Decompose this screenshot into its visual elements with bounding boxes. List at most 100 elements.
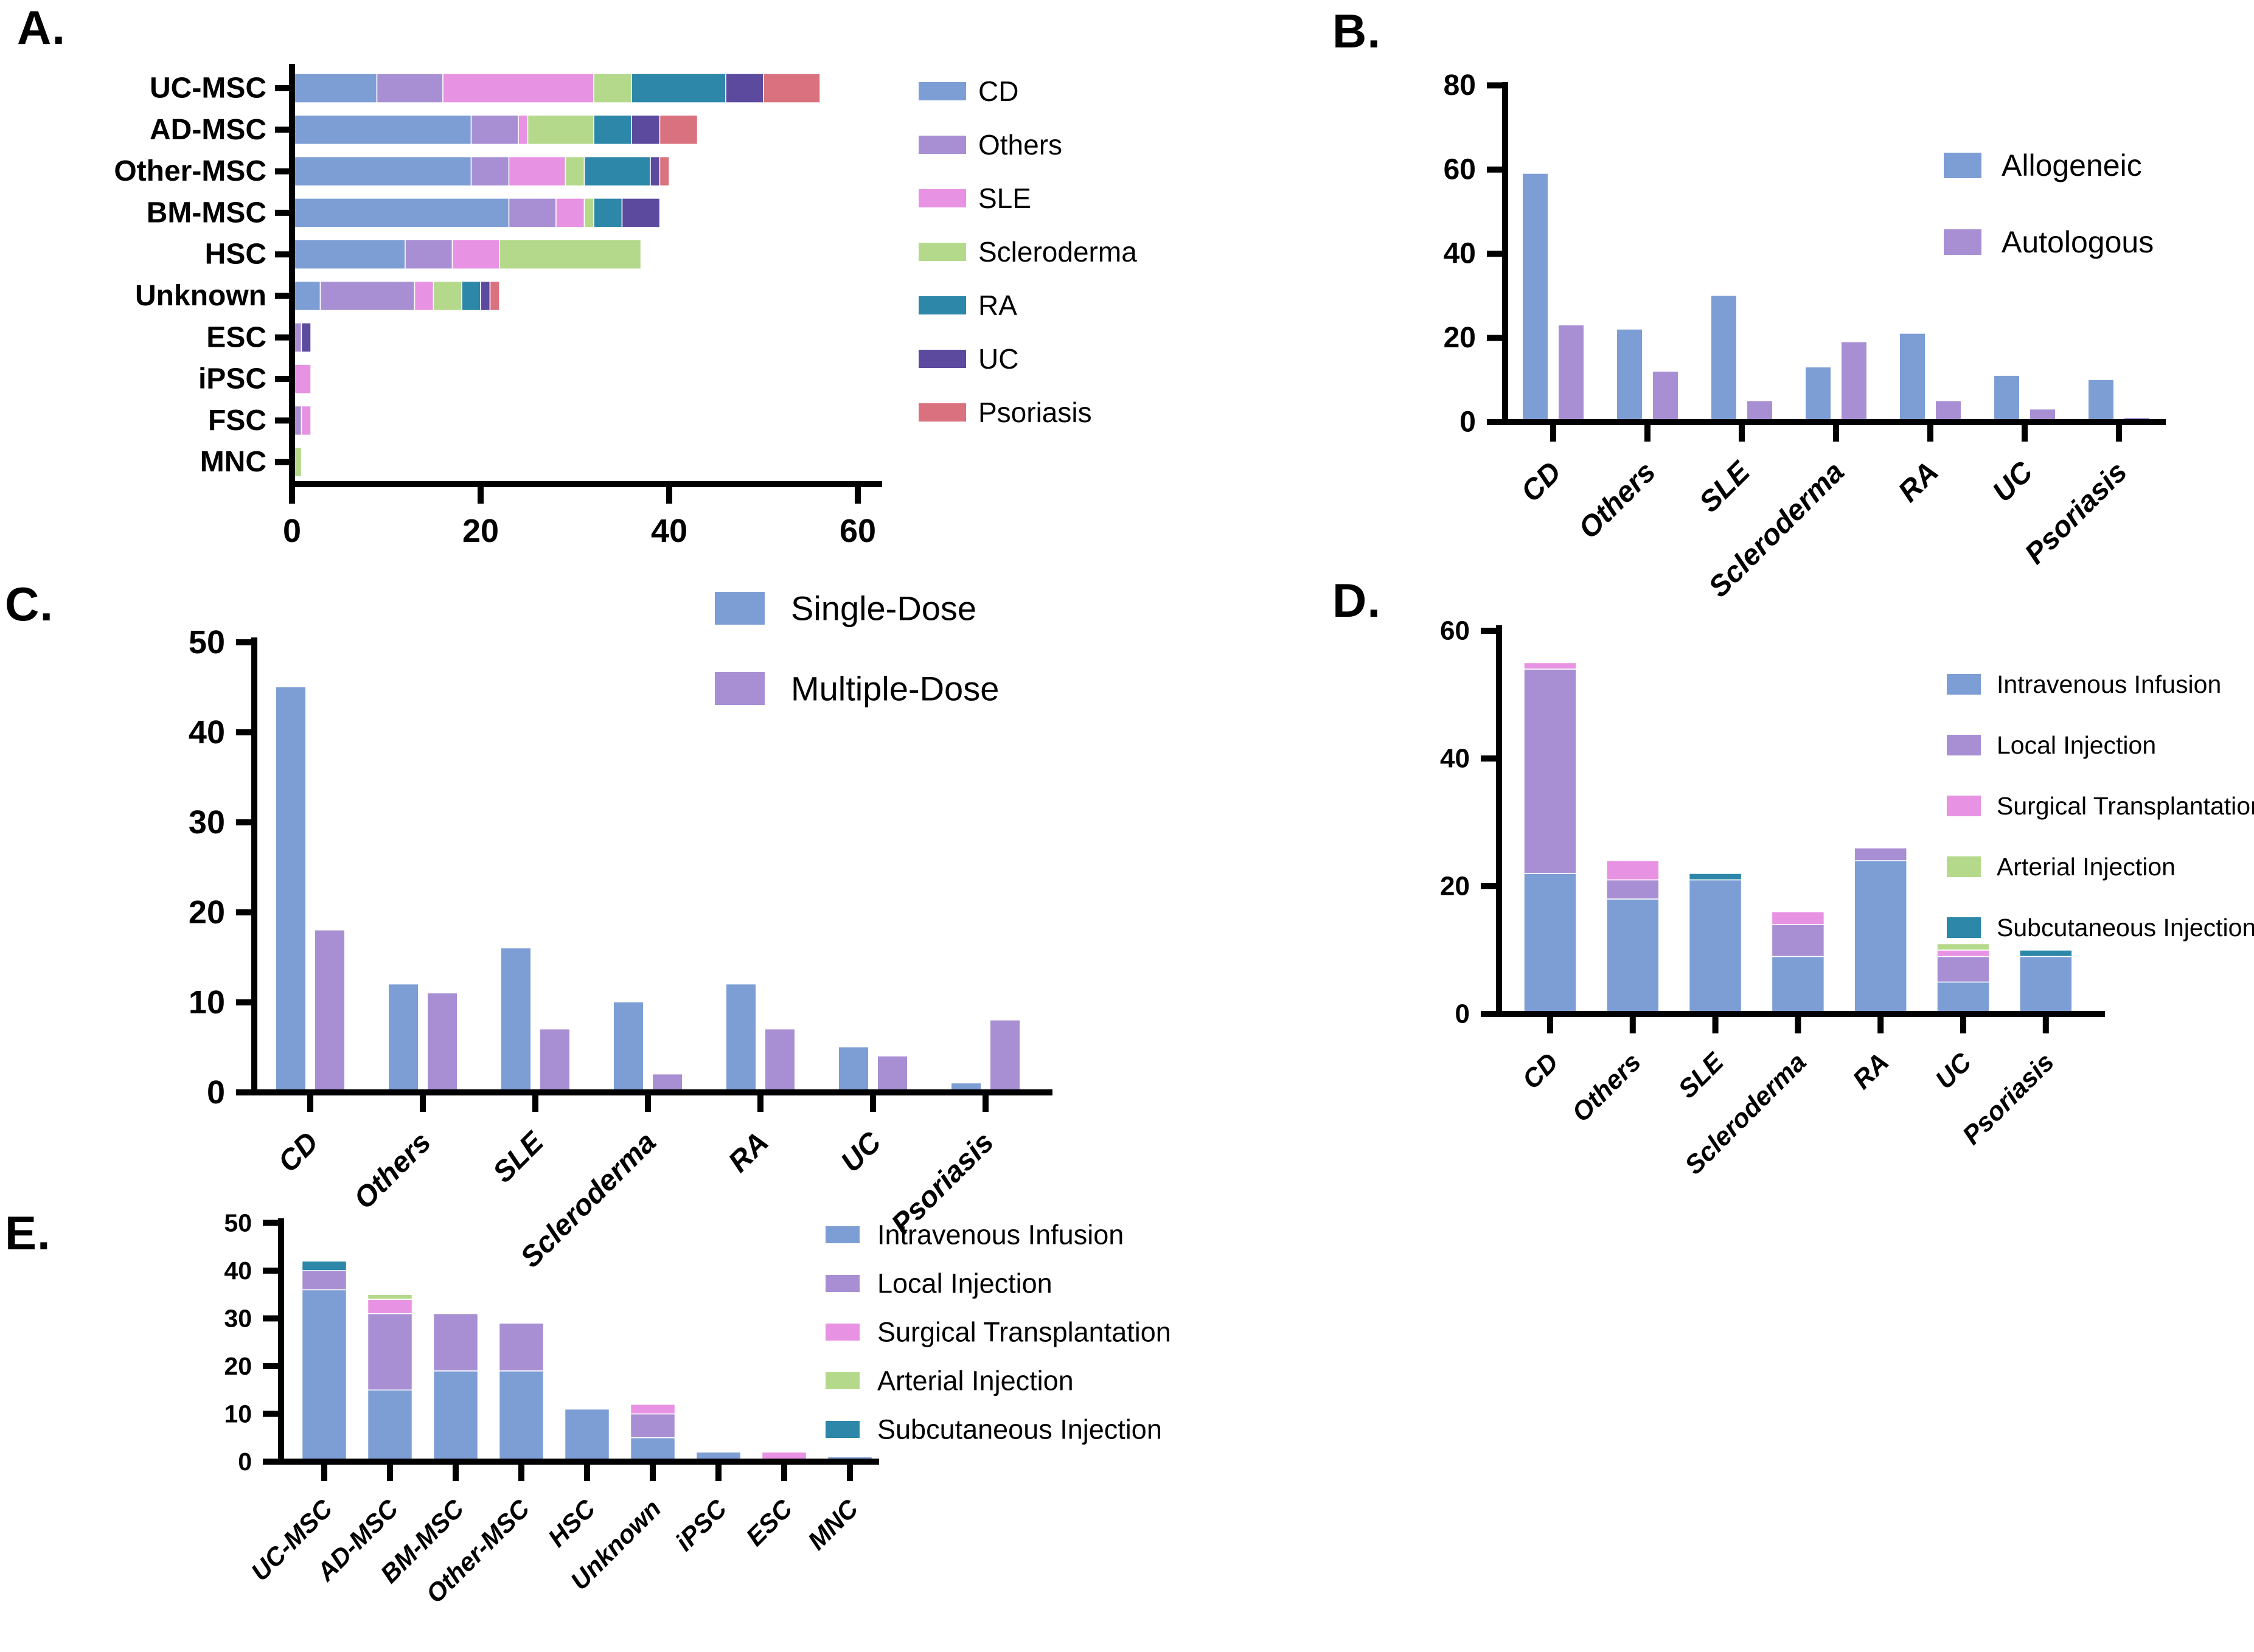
bar-segment [1688, 873, 1742, 881]
category-label: Others [1573, 456, 1662, 545]
legend-swatch-icon [919, 350, 966, 368]
panel-d-label: D. [1332, 574, 1381, 627]
category-label: AD-MSC [150, 114, 266, 146]
category-label: UC-MSC [150, 72, 266, 105]
bar-segment [630, 1404, 676, 1415]
bar-segment [367, 1294, 413, 1300]
bar [1559, 325, 1584, 422]
category-label: RA [1847, 1047, 1894, 1095]
category-label: CD [1517, 1047, 1564, 1095]
category-label: UC [1930, 1047, 1978, 1095]
category-label: UC [1986, 455, 2039, 508]
bar-segment [2019, 949, 2073, 957]
legend-label: Subcutaneous Injection [1997, 914, 2254, 942]
axis-tick-label: 0 [283, 513, 301, 549]
category-label: SLE [1673, 1047, 1730, 1104]
axis-tick-label: 40 [189, 714, 225, 751]
bar-segment [470, 156, 510, 187]
legend-label: Local Injection [1997, 731, 2156, 759]
bar-segment [301, 1289, 347, 1462]
axis-tick-label: 10 [224, 1400, 252, 1428]
bar-segment [291, 198, 510, 228]
bar-segment [291, 239, 406, 269]
bar-segment [1688, 879, 1742, 1015]
bar-segment [1606, 898, 1660, 1015]
axis-tick-label: 40 [1440, 744, 1470, 774]
bar [878, 1056, 907, 1092]
legend-swatch-icon [919, 136, 966, 154]
bar [428, 993, 457, 1092]
axis-tick-label: 0 [1459, 406, 1476, 439]
panel-e-label: E. [5, 1206, 51, 1260]
bar-segment [1854, 847, 1907, 861]
axis-tick-label: 20 [462, 513, 499, 549]
bar [1653, 371, 1678, 422]
bar-segment [291, 156, 472, 187]
bar-segment [631, 73, 726, 103]
axis-tick-label: 60 [840, 513, 876, 549]
bar-segment [480, 280, 491, 311]
bar-segment [301, 405, 311, 436]
bar [614, 1002, 643, 1092]
bar-segment [630, 1437, 676, 1462]
legend-label: Local Injection [877, 1268, 1052, 1299]
bar [501, 948, 530, 1092]
bar [389, 984, 418, 1092]
bar-segment [1936, 943, 1990, 951]
bar-segment [291, 114, 472, 145]
legend-swatch-icon [826, 1372, 860, 1389]
bar-segment [1936, 956, 1990, 983]
bar-segment [1606, 879, 1660, 900]
bar [765, 1029, 795, 1092]
bar-segment [301, 322, 311, 353]
axis-tick-label: 30 [189, 804, 225, 841]
bar-segment [1523, 668, 1577, 874]
bar-segment [593, 73, 632, 103]
axis-tick-label: 10 [189, 984, 225, 1021]
bar-segment [367, 1389, 413, 1462]
bar [1994, 375, 2019, 422]
category-label: SLE [1693, 455, 1757, 519]
axis-tick-label: 0 [1455, 999, 1470, 1029]
bar-segment [291, 280, 321, 311]
legend-swatch-icon [1944, 153, 1981, 178]
legend-swatch-icon [1947, 796, 1981, 816]
legend-label: Autologous [2002, 225, 2154, 259]
bar [1842, 342, 1866, 422]
category-label: MNC [802, 1494, 863, 1555]
axis-tick-label: 0 [238, 1448, 252, 1476]
category-label: Others [1567, 1047, 1647, 1128]
bar [990, 1020, 1020, 1092]
bar-segment [650, 156, 661, 187]
category-label: Unknown [135, 280, 266, 312]
bar [1523, 173, 1548, 422]
bar-segment [583, 198, 594, 228]
axis-tick-label: 50 [224, 1209, 252, 1237]
axis-tick-label: 20 [224, 1352, 252, 1380]
category-label: Others [348, 1126, 437, 1215]
bar-segment [659, 114, 698, 145]
bar-segment [1606, 860, 1660, 881]
category-label: CD [1515, 456, 1567, 508]
bar-segment [659, 156, 670, 187]
category-label: HSC [542, 1494, 600, 1552]
bar-segment [301, 1270, 347, 1291]
category-label: BM-MSC [147, 196, 266, 229]
legend-label: Intravenous Infusion [877, 1220, 1124, 1251]
bar [1747, 401, 1772, 422]
bar-segment [433, 280, 462, 311]
legend-label: Allogeneic [2002, 148, 2142, 182]
legend-swatch-icon [919, 403, 966, 422]
bar [1806, 367, 1831, 422]
bar-segment [489, 280, 500, 311]
legend-label: Subcutaneous Injection [877, 1414, 1162, 1445]
legend-swatch-icon [1947, 735, 1981, 755]
bar-segment [508, 198, 557, 228]
bar-segment [2019, 956, 2073, 1015]
bar [1936, 401, 1961, 422]
bar [2089, 380, 2113, 422]
legend-swatch-icon [919, 296, 966, 314]
legend-label: RA [978, 290, 1017, 321]
bar-segment [451, 239, 500, 269]
category-label: HSC [205, 238, 266, 271]
